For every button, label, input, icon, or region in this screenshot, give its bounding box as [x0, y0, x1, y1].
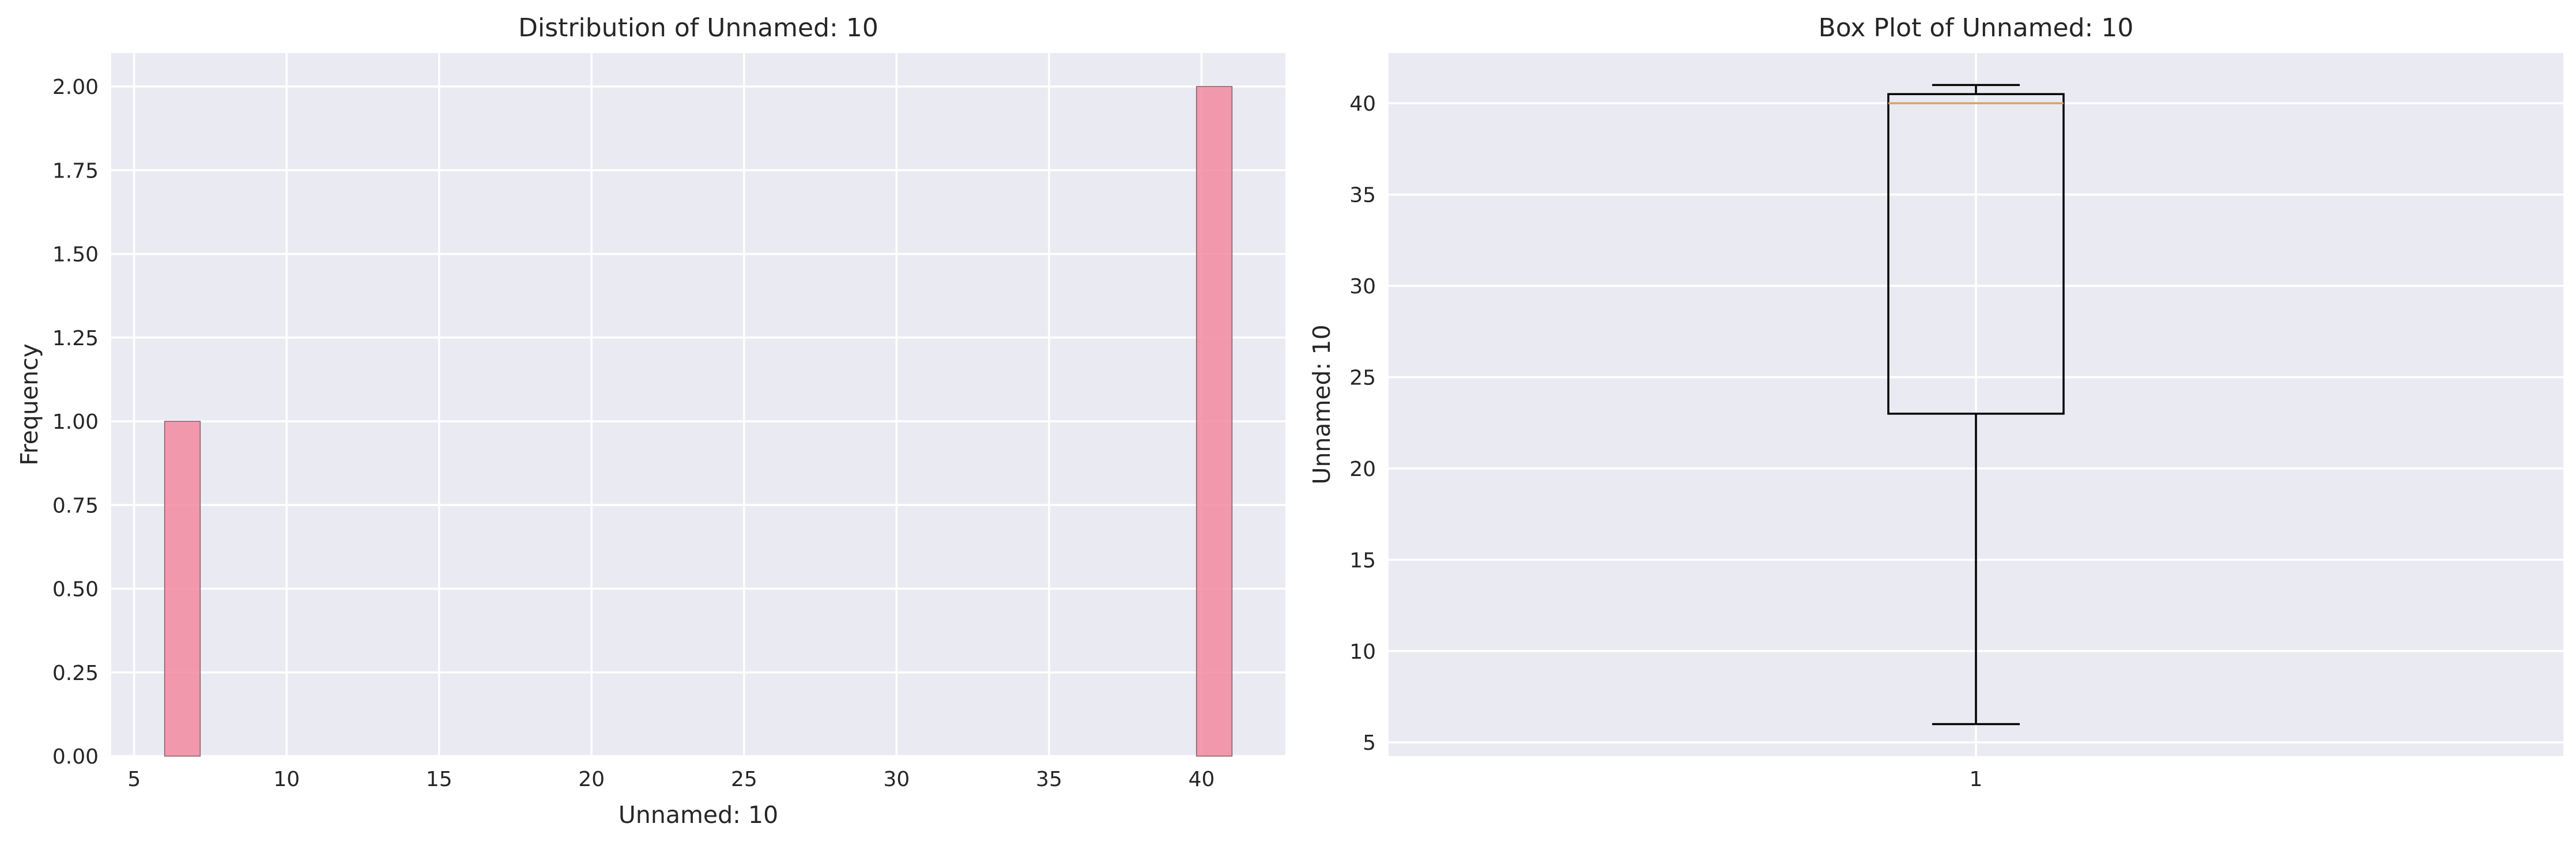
- box-y-tick-label: 35: [1349, 184, 1376, 207]
- histogram-bar: [164, 421, 201, 757]
- box-x-tick-label: 1: [1970, 768, 1983, 791]
- histogram-y-tick-label: 1.25: [52, 327, 99, 350]
- box-y-tick-label: 10: [1349, 640, 1376, 664]
- box-y-tick-label: 20: [1349, 458, 1376, 481]
- box-y-tick-label: 30: [1349, 275, 1376, 299]
- box-y-tick-label: 15: [1349, 549, 1376, 572]
- histogram-y-tick-label: 0.50: [52, 578, 99, 602]
- box-plot-panel: 5 10 15 20 25 30 35 40 1 Box Plot of Unnamed: 10 U…: [1308, 13, 2563, 791]
- box-y-tick-label: 5: [1363, 731, 1376, 755]
- histogram-title: Distribution of Unnamed: 10: [518, 13, 878, 43]
- histogram-x-tick-label: 35: [1036, 768, 1062, 791]
- box-y-axis-label: Unnamed: 10: [1308, 324, 1336, 484]
- histogram-x-tick-label: 20: [578, 768, 605, 791]
- histogram-x-tick-label: 40: [1189, 768, 1215, 791]
- histogram-y-tick-label: 1.75: [52, 159, 99, 183]
- histogram-y-axis-label: Frequency: [16, 343, 43, 466]
- box-plot-title: Box Plot of Unnamed: 10: [1819, 13, 2134, 43]
- histogram-y-tick-label: 0.25: [52, 662, 99, 685]
- histogram-y-tick-label: 0.75: [52, 494, 99, 518]
- histogram-panel: 5 10 15 20 25 30 35 40 0.00 0.25 0.50 0.75 1.00 1.25 1…: [16, 13, 1285, 829]
- histogram-y-tick-label: 1.00: [52, 410, 99, 434]
- histogram-y-tick-label: 1.50: [52, 243, 99, 267]
- histogram-x-tick-label: 15: [426, 768, 452, 791]
- histogram-x-tick-label: 10: [273, 768, 300, 791]
- histogram-x-tick-label: 5: [127, 768, 141, 791]
- box-y-tick-label: 40: [1349, 92, 1376, 116]
- histogram-x-tick-label: 25: [731, 768, 757, 791]
- box-y-tick-label: 25: [1349, 366, 1376, 390]
- histogram-y-tick-label: 0.00: [52, 745, 99, 769]
- histogram-y-tick-label: 2.00: [52, 75, 99, 99]
- histogram-x-axis-label: Unnamed: 10: [618, 801, 778, 829]
- histogram-bar: [1195, 86, 1233, 757]
- histogram-x-tick-label: 30: [884, 768, 910, 791]
- box-iqr: [1887, 93, 2065, 415]
